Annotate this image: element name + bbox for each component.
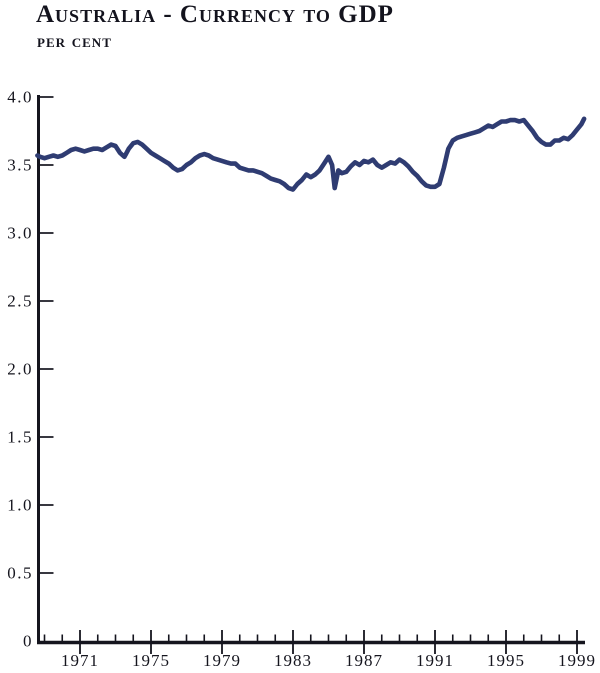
y-tick-label: 3.0 (7, 224, 33, 243)
chart-subtitle: per cent (37, 31, 112, 52)
y-tick-label: 1.0 (7, 496, 33, 515)
x-tick-label: 1995 (487, 651, 525, 670)
x-tick-label: 1975 (132, 651, 170, 670)
y-tick-label: 2.0 (7, 360, 33, 379)
y-tick-label: 0.5 (7, 564, 33, 583)
y-tick-label: 0 (23, 632, 33, 651)
y-tick-label: 2.5 (7, 292, 33, 311)
data-line-currency-to-gdp (35, 116, 587, 192)
x-tick-label: 1971 (61, 651, 99, 670)
y-tick-label: 1.5 (7, 428, 33, 447)
x-tick-label: 1999 (558, 651, 596, 670)
x-tick-label: 1991 (416, 651, 454, 670)
y-tick-label: 4.0 (7, 88, 33, 107)
x-tick-label: 1983 (274, 651, 312, 670)
x-tick-label: 1987 (345, 651, 383, 670)
chart-title: Australia - Currency to GDP (36, 1, 394, 28)
x-tick-label: 1979 (203, 651, 241, 670)
y-tick-label: 3.5 (7, 156, 33, 175)
